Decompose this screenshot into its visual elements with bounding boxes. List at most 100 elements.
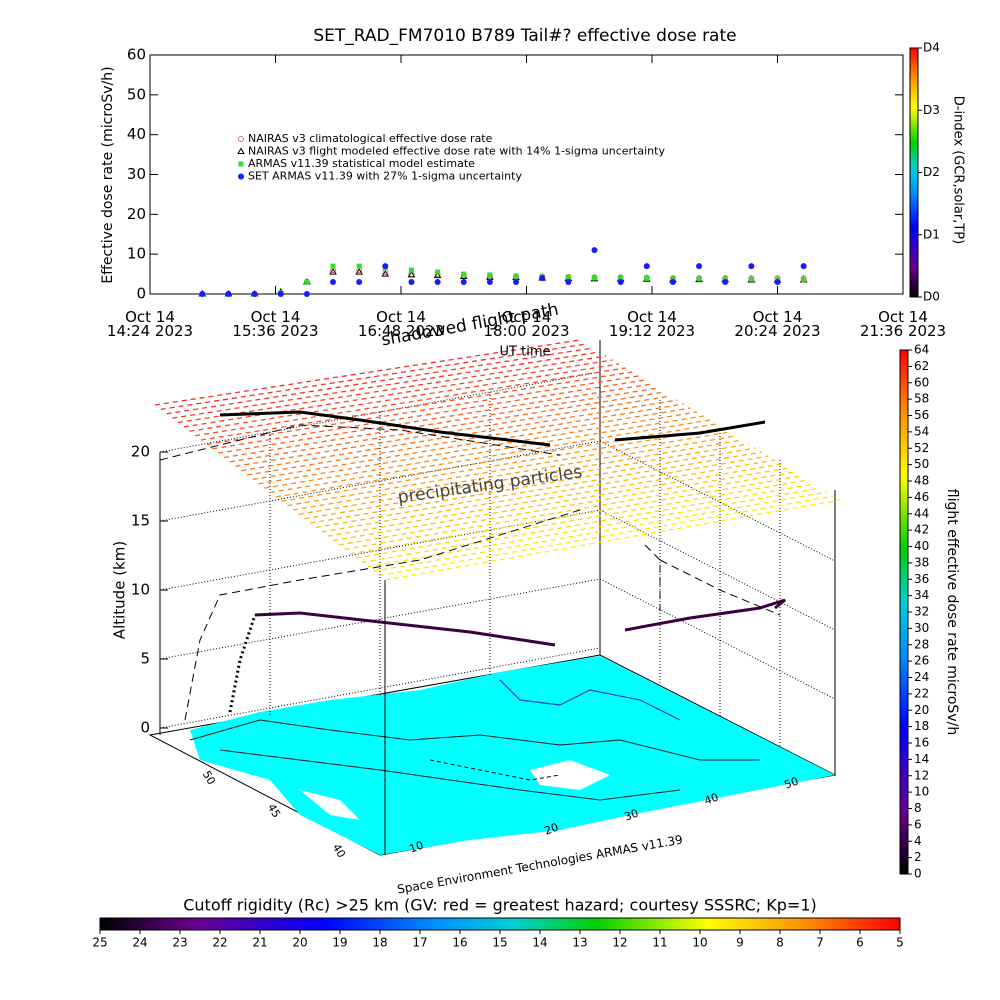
data-point [487, 272, 493, 278]
layer-dash [212, 379, 646, 450]
layer-dash [315, 451, 763, 529]
layer-dash [367, 487, 821, 568]
x-tick-label: Oct 14 14:24 2023 [107, 308, 193, 340]
colorbar-tick-label: 23 [172, 936, 187, 950]
layer-dash [269, 419, 711, 494]
colorbar-tick-label: 16 [914, 736, 929, 750]
layer-dash [379, 495, 834, 577]
colorbar-tick-label: 9 [736, 936, 744, 950]
colorbar-tick-label: 6 [856, 936, 864, 950]
layer-dash [200, 371, 633, 441]
colorbar-tick-label: 24 [132, 936, 147, 950]
data-point [408, 267, 414, 273]
data-point [199, 291, 206, 297]
data-point [330, 263, 336, 269]
z-tick-label: 20 [131, 443, 150, 461]
colorbar [909, 47, 919, 298]
colorbar-tick-label: 22 [212, 936, 227, 950]
colorbar-tick-label: 6 [914, 817, 922, 831]
z-tick-label: 0 [140, 719, 150, 737]
x-axis-label: UT time [500, 345, 551, 360]
x-tick-label: Oct 14 20:24 2023 [734, 308, 820, 340]
z-axis-label: Altitude (km) [111, 541, 129, 639]
colorbar-label: D-index (GCR,solar,TP) [951, 96, 966, 244]
layer-dash [333, 463, 782, 542]
colorbar-tick-label: 25 [92, 936, 107, 950]
colorbar-tick-label: 10 [914, 785, 929, 799]
x-tick-label: Oct 14 18:00 2023 [483, 308, 569, 340]
colorbar-tick-label: 36 [914, 572, 929, 586]
colorbar-tick-label: 28 [914, 637, 929, 651]
data-point [381, 270, 390, 277]
data-point [486, 279, 493, 286]
colorbar-tick-label: 0 [914, 867, 922, 881]
z-tick-label: 5 [140, 650, 150, 668]
data-point [722, 279, 729, 286]
data-point [591, 247, 598, 254]
colorbar-tick-label: 56 [914, 408, 929, 422]
colorbar-tick-label: 12 [612, 936, 627, 950]
colorbar-tick-label: 50 [914, 457, 929, 471]
layer-dash [195, 367, 626, 437]
colorbar-tick-label: 32 [914, 605, 929, 619]
data-point [696, 276, 702, 282]
lat-label: 50 [200, 769, 218, 788]
y-tick-label: 60 [127, 46, 146, 64]
x-tick-label: Oct 14 16:48 2023 [358, 308, 444, 340]
layer-dash [223, 387, 659, 459]
layer-dash [287, 431, 730, 507]
colorbar-tick-label: 34 [914, 588, 929, 602]
data-point [748, 263, 755, 270]
lon-label: 30 [623, 807, 641, 824]
colorbar-tick-label: 14 [914, 752, 929, 766]
colorbar-tick-label: 26 [914, 654, 929, 668]
colorbar-tick-label: 7 [816, 936, 824, 950]
data-point [800, 263, 807, 270]
legend-marker [237, 147, 245, 154]
colorbar-tick-label: 22 [914, 686, 929, 700]
y-tick-label: 10 [127, 245, 146, 263]
colorbar-label: Cutoff rigidity (Rc) >25 km (GV: red = g… [183, 896, 817, 915]
data-point [277, 291, 284, 297]
data-point [407, 270, 416, 278]
colorbar-tick-label: 52 [914, 441, 929, 455]
z-tick-label: 15 [131, 512, 150, 530]
data-point [460, 279, 467, 286]
chart-title: SET_RAD_FM7010 B789 Tail#? effective dos… [313, 26, 736, 46]
data-point [539, 275, 546, 282]
layer-dash [258, 411, 698, 485]
layer-dash [229, 391, 665, 463]
colorbar-tick-label: 30 [914, 621, 929, 635]
layer-dash [304, 443, 750, 520]
legend-label: SET ARMAS v11.39 with 27% 1-sigma uncert… [248, 170, 522, 183]
legend-label: NAIRAS v3 climatological effective dose … [248, 132, 493, 145]
colorbar-tick-label: 21 [252, 936, 267, 950]
layer-dash [189, 363, 620, 432]
y-axis-label: Effective dose rate (microSv/h) [100, 66, 116, 283]
colorbar-tick-label: 42 [914, 523, 929, 537]
x-tick-label: Oct 14 19:12 2023 [609, 308, 695, 340]
colorbar-tick-label: 20 [292, 936, 307, 950]
colorbar-tick-label: 14 [532, 936, 547, 950]
data-point [304, 279, 310, 285]
layer-dash [310, 447, 756, 524]
data-point [618, 275, 624, 281]
data-point [303, 291, 310, 297]
legend-label: NAIRAS v3 flight modeled effective dose … [248, 145, 665, 158]
precipitation-layer [154, 339, 841, 581]
layer-dash [218, 383, 652, 454]
colorbar-tick-label: 16 [452, 936, 467, 950]
colorbar-tick-label: 5 [896, 936, 904, 950]
y-tick-label: 40 [127, 125, 146, 143]
layer-dash [183, 359, 613, 428]
data-point [669, 279, 676, 286]
map-floor [148, 654, 837, 856]
layer-dash [384, 499, 841, 581]
colorbar-tick-label: 20 [914, 703, 929, 717]
x-tick-label: Oct 14 21:36 2023 [860, 308, 946, 340]
data-point [513, 279, 520, 286]
3d-box [159, 340, 836, 855]
data-point [355, 268, 364, 275]
colorbar-tick-label: 64 [914, 343, 929, 357]
data-point [565, 274, 571, 280]
